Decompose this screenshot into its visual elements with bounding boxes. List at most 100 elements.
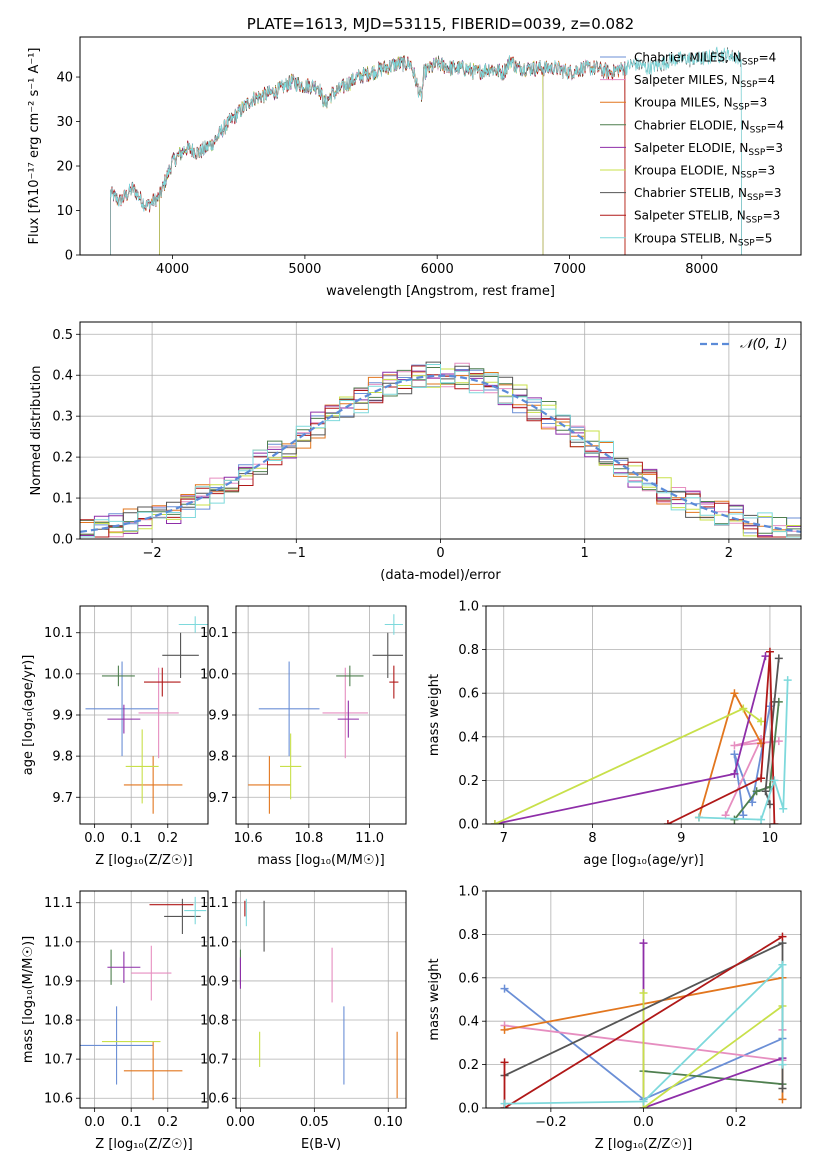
x-tick-label: 7: [500, 831, 508, 846]
y-tick-label: 0.6: [458, 687, 479, 702]
plus-marker: [778, 932, 787, 941]
legend-entry: Salpeter MILES, NSSP=4: [634, 73, 775, 90]
plot-area: [110, 46, 742, 255]
mass-weight-line: [503, 935, 783, 1108]
plus-marker: [739, 704, 748, 713]
x-tick-label: 0.0: [633, 1115, 654, 1130]
plus-marker: [765, 800, 774, 809]
error-bar-point: [384, 614, 403, 635]
error-bar-point: [101, 665, 135, 687]
y-tick-label: 9.9: [52, 709, 73, 724]
plus-marker: [663, 820, 672, 824]
error-bar-point: [248, 756, 291, 814]
y-tick-label: 10.6: [44, 1092, 73, 1107]
legend-entry: Kroupa STELIB, NSSP=5: [634, 231, 772, 248]
plot-area: [500, 932, 787, 1108]
y-tick-label: 0.2: [458, 774, 479, 789]
x-axis-label: age [log₁₀(age/yr)]: [583, 853, 704, 868]
plot-area: [490, 647, 792, 824]
x-tick-label: −2: [143, 546, 162, 561]
y-tick-label: 11.1: [44, 896, 73, 911]
plus-marker: [500, 1025, 509, 1034]
x-tick-label: 0.2: [726, 1115, 747, 1130]
y-axis-label: Normed distribution: [29, 366, 44, 496]
spectrum-line: [110, 56, 626, 255]
panel-8: −0.2 0.0 0.2 0.0 0.2 0.4 0.6 0.8 1.0 Z [log₁₀(Z/Z…: [427, 885, 802, 1152]
legend-entry: Kroupa ELODIE, NSSP=3: [634, 164, 775, 181]
mass-weight-line: [494, 707, 762, 824]
plot-area: [85, 616, 208, 814]
legend-entry: Chabrier STELIB, NSSP=3: [634, 186, 782, 203]
axes-frame: [235, 890, 407, 1109]
x-tick-label: 0.1: [121, 1115, 142, 1130]
x-tick-label: 0.2: [157, 1115, 178, 1130]
plus-marker: [757, 815, 766, 824]
legend-entry: Chabrier MILES, NSSP=4: [634, 51, 776, 68]
error-bar-point: [337, 700, 359, 738]
plus-marker: [730, 769, 739, 778]
plus-marker: [778, 960, 787, 969]
plus-marker: [500, 1058, 509, 1067]
plus-marker: [490, 820, 499, 824]
y-tick-label: 10.0: [44, 667, 73, 682]
x-tick-label: −1: [287, 546, 306, 561]
plus-marker: [765, 702, 774, 711]
y-tick-label: 9.7: [208, 791, 229, 806]
y-tick-label: 20: [56, 160, 73, 175]
legend: Chabrier MILES, NSSP=4 Salpeter MILES, NS…: [600, 51, 784, 248]
y-tick-label: 0.2: [458, 1058, 479, 1073]
axes-frame: [79, 605, 209, 825]
plus-marker: [500, 1099, 509, 1108]
mass-weight-line: [642, 993, 784, 1108]
x-tick-label: 0.2: [157, 831, 178, 846]
plus-marker: [774, 654, 783, 663]
spectrum-line: [159, 56, 544, 255]
plot-area: [239, 898, 398, 1099]
legend-entry: Salpeter STELIB, NSSP=3: [634, 209, 780, 226]
x-tick-label: 0.1: [121, 831, 142, 846]
panel-2: −2 −1 0 1 2 0.0 0.1 0.2 0.3 0.4 0.5 (data-model)/er…: [29, 321, 802, 583]
y-tick-label: 10.0: [200, 667, 229, 682]
panel-5: 7 8 9 10 0.0 0.2 0.4 0.6 0.8 1.0 age [log₁₀(age/yr…: [427, 600, 802, 868]
plus-marker: [752, 787, 761, 796]
y-tick-label: 10: [56, 204, 73, 219]
y-tick-label: 0.4: [52, 369, 73, 384]
plus-marker: [639, 1097, 648, 1106]
y-tick-label: 9.8: [208, 750, 229, 765]
axes-frame: [485, 605, 802, 825]
mass-weight-line: [643, 1070, 783, 1085]
y-tick-label: 0.8: [458, 643, 479, 658]
panel-6: 0.0 0.1 0.2 10.6 10.7 10.8 10.9 11.0 11.1 Z [log₁…: [21, 890, 209, 1152]
plus-marker: [761, 787, 770, 796]
y-tick-label: 0.6: [458, 971, 479, 986]
x-tick-label: 0.00: [226, 1115, 255, 1130]
error-bar-point: [322, 667, 369, 759]
axes-frame: [485, 890, 802, 1109]
y-tick-label: 11.0: [200, 935, 229, 950]
plot-area: [248, 614, 403, 814]
plus-marker: [778, 1095, 787, 1104]
y-tick-label: 9.9: [208, 709, 229, 724]
x-tick-label: 6000: [421, 262, 454, 277]
x-tick-label: −0.2: [535, 1115, 567, 1130]
y-tick-label: 0.1: [52, 492, 73, 507]
x-tick-label: 0.10: [374, 1115, 403, 1130]
plus-marker: [778, 1084, 787, 1093]
spectrum-line: [110, 54, 626, 255]
y-axis-label: mass [log₁₀(M/M☉)]: [21, 936, 36, 1063]
plot-area: [80, 361, 801, 539]
y-tick-label: 0: [65, 249, 73, 264]
plus-marker: [779, 804, 788, 813]
mass-weight-line: [504, 962, 784, 1105]
x-tick-label: 10: [762, 831, 779, 846]
y-tick-label: 10.7: [200, 1053, 229, 1068]
panel-1: 4000 5000 6000 7000 8000 0 10 20 30 40 wavelength …: [27, 36, 802, 299]
plus-marker: [639, 988, 648, 997]
error-bar-point: [178, 616, 208, 633]
x-axis-label: Z [log₁₀(Z/Z☉)]: [595, 1137, 692, 1152]
x-tick-label: 0.0: [84, 831, 105, 846]
y-tick-label: 10.9: [44, 974, 73, 989]
plus-marker: [757, 774, 766, 783]
y-tick-label: 0.4: [458, 1015, 479, 1030]
x-tick-label: 8: [588, 831, 596, 846]
